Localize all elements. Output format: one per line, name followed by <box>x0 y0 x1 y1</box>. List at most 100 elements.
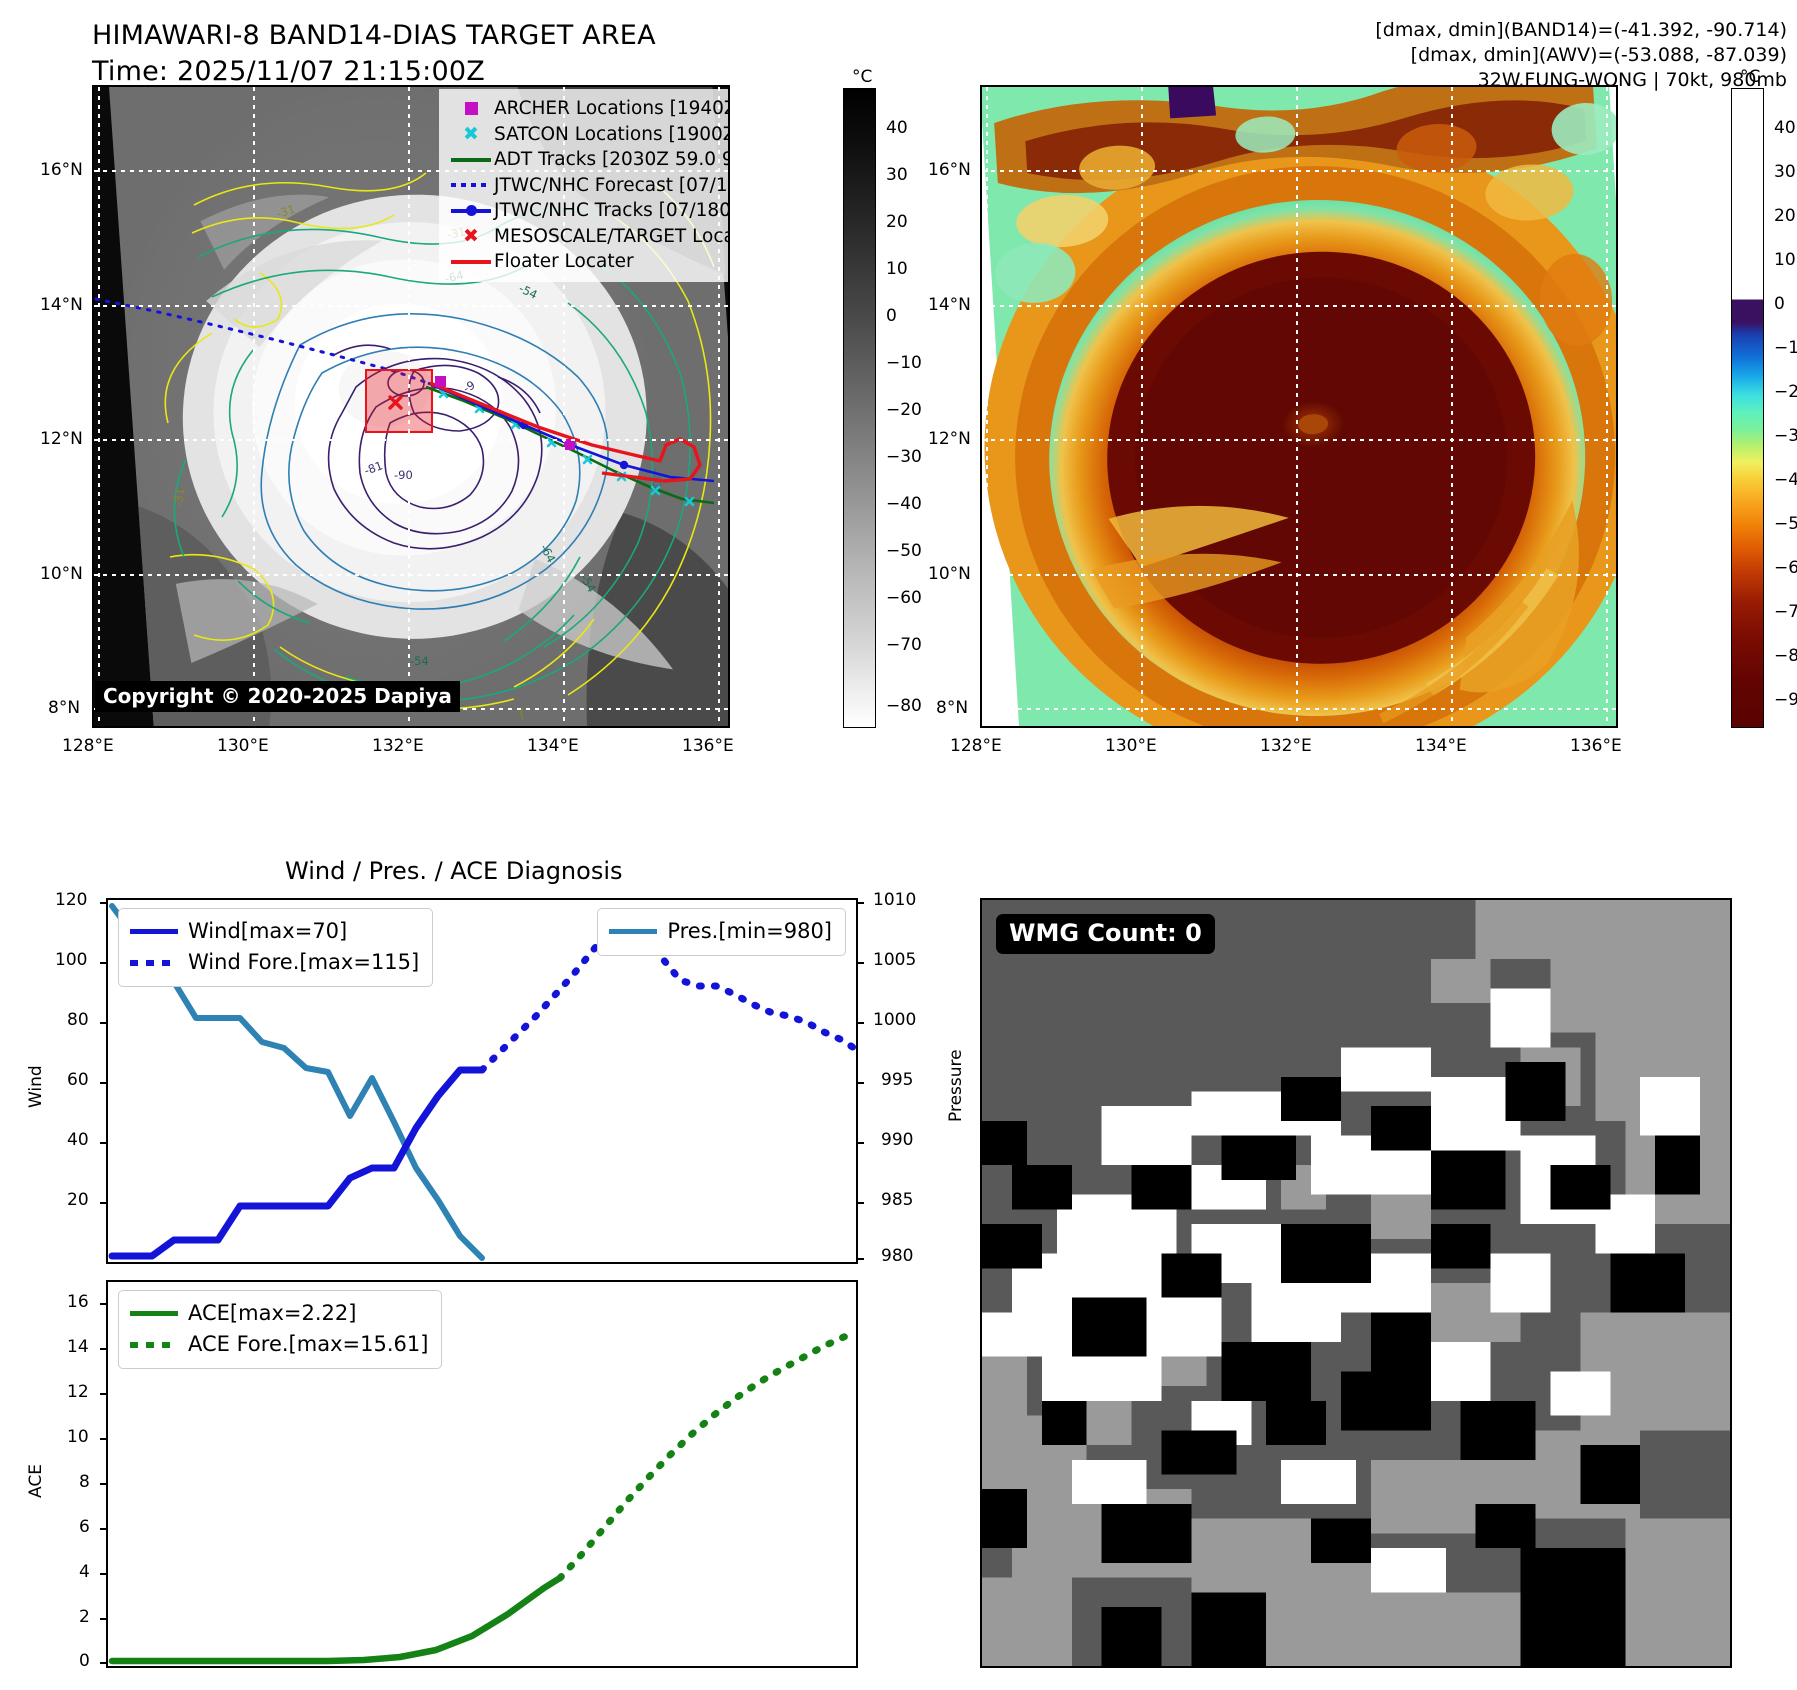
legend-label-wind: Wind[max=70] <box>188 919 348 943</box>
legend-item-ace: ACE[max=2.22] <box>130 1298 428 1329</box>
wind-forecast-series-line <box>478 913 856 1074</box>
ir-gridline-16N <box>94 170 728 172</box>
enhanced-ir-colorbar <box>1731 88 1764 728</box>
pres-ytick-995: 995 <box>881 1070 914 1090</box>
ir-gridline-130E <box>253 87 255 726</box>
cm-cbar-tick--40: −40 <box>1774 470 1797 490</box>
cm-lat-tick-10N: 10°N <box>928 564 971 584</box>
ace-tick-2 <box>100 1618 108 1620</box>
wind-pressure-chart[interactable]: Wind[max=70] Wind Fore.[max=115] Pres.[m… <box>100 898 864 1264</box>
legend-label-jtwc-tracks: JTWC/NHC Tracks [07/1800Z] <box>494 200 730 221</box>
header-stats: [dmax, dmin](BAND14)=(-41.392, -90.714) … <box>1107 18 1787 93</box>
ace-tick-16 <box>100 1303 108 1305</box>
ace-axis-label: ACE <box>26 1464 46 1498</box>
svg-text:-31: -31 <box>171 487 187 507</box>
pres-tick-1000 <box>856 1022 864 1024</box>
wmg-grid-graphic <box>982 900 1730 1666</box>
enhanced-ir-graphic <box>982 87 1616 726</box>
ir-lat-tick-12N: 12°N <box>40 429 83 449</box>
legend-item-satcon: ✖ SATCON Locations [1900Z 70 969] <box>448 122 728 148</box>
cm-lat-tick-14N: 14°N <box>928 295 971 315</box>
ace-ytick-14: 14 <box>67 1337 89 1357</box>
ace-tick-0 <box>100 1662 108 1664</box>
wind-axis-label: Wind <box>26 1065 46 1108</box>
cm-gridline-130E <box>1141 87 1143 726</box>
cyan-x-marker-icon: ✖ <box>463 122 479 145</box>
svg-text:-31: -31 <box>275 202 297 221</box>
ace-chart[interactable]: ACE[max=2.22] ACE Fore.[max=15.61] <box>100 1280 858 1668</box>
legend-item-wind-forecast: Wind Fore.[max=115] <box>130 947 419 978</box>
legend-item-jtwc-forecast: JTWC/NHC Forecast [07/1800Z] <box>448 173 728 199</box>
wind-tick-60 <box>100 1082 108 1084</box>
ace-tick-12 <box>100 1393 108 1395</box>
ir-lon-tick-136E: 136°E <box>682 736 734 756</box>
ir-lon-tick-130E: 130°E <box>217 736 269 756</box>
ir-lat-tick-16N: 16°N <box>40 160 83 180</box>
wind-tick-40 <box>100 1142 108 1144</box>
ir-lon-tick-128E: 128°E <box>62 736 114 756</box>
legend-label-ace: ACE[max=2.22] <box>188 1301 357 1325</box>
ir-gridline-132E <box>408 87 410 726</box>
page-title: HIMAWARI-8 BAND14-DIAS TARGET AREA Time:… <box>92 18 792 90</box>
ir-cbar-tick--10: −10 <box>886 353 922 373</box>
cm-lon-tick-128E: 128°E <box>950 736 1002 756</box>
wind-ytick-80: 80 <box>67 1010 89 1030</box>
ace-ytick-2: 2 <box>79 1607 90 1627</box>
cm-cbar-tick--50: −50 <box>1774 514 1797 534</box>
ir-lat-tick-8N: 8°N <box>48 698 81 718</box>
legend-label-archer: ARCHER Locations [1940Z] <box>494 98 730 119</box>
ir-gridline-134E <box>563 87 565 726</box>
legend-label-jtwc-forecast: JTWC/NHC Forecast [07/1800Z] <box>494 174 728 196</box>
pres-ytick-980: 980 <box>881 1246 914 1266</box>
ir-cbar-tick-0: 0 <box>886 306 897 326</box>
cm-cbar-tick-10: 10 <box>1774 250 1796 270</box>
pres-tick-980 <box>856 1258 864 1260</box>
ir-satellite-map[interactable]: -31 -31 -64 -54 -9 -81 -70 -90 -64 -54 -… <box>92 85 730 728</box>
cm-cbar-tick-20: 20 <box>1774 206 1796 226</box>
wind-ytick-120: 120 <box>55 890 88 910</box>
svg-text:-54: -54 <box>410 654 429 668</box>
wind-series-line <box>108 1066 486 1260</box>
cm-gridline-128E <box>986 87 988 726</box>
pres-tick-1005 <box>856 962 864 964</box>
title-line-1: HIMAWARI-8 BAND14-DIAS TARGET AREA <box>92 20 656 51</box>
blue-line-with-dot-icon <box>448 205 494 216</box>
enhanced-ir-map[interactable] <box>980 85 1618 728</box>
ace-tick-4 <box>100 1573 108 1575</box>
cm-gridline-134E <box>1451 87 1453 726</box>
legend-item-floater: Floater Locater <box>448 249 728 275</box>
cm-gridline-132E <box>1296 87 1298 726</box>
legend-label-wind-forecast: Wind Fore.[max=115] <box>188 950 420 974</box>
wind-ytick-100: 100 <box>55 950 88 970</box>
ir-cbar-tick-40: 40 <box>886 118 908 138</box>
ace-tick-10 <box>100 1438 108 1440</box>
ir-cbar-tick-20: 20 <box>886 212 908 232</box>
pres-tick-995 <box>856 1082 864 1084</box>
ir-cbar-tick--40: −40 <box>886 494 922 514</box>
ir-colorbar-unit: °C <box>852 67 873 87</box>
wind-ytick-60: 60 <box>67 1070 89 1090</box>
cm-cbar-tick--60: −60 <box>1774 558 1797 578</box>
wind-ytick-40: 40 <box>67 1130 89 1150</box>
legend-label-adt: ADT Tracks [2030Z 59.0 987.9] <box>494 149 728 170</box>
ace-ytick-10: 10 <box>67 1427 89 1447</box>
ir-gridline-10N <box>94 574 728 576</box>
legend-label-mesoscale: MESOSCALE/TARGET Location <box>494 225 728 247</box>
ir-lon-tick-132E: 132°E <box>372 736 424 756</box>
cm-lon-tick-132E: 132°E <box>1260 736 1312 756</box>
ir-cbar-tick--60: −60 <box>886 588 922 608</box>
wmg-grid-panel[interactable]: WMG Count: 0 <box>980 898 1732 1668</box>
pressure-solid-line-icon <box>609 928 667 935</box>
pres-ytick-1010: 1010 <box>873 890 917 910</box>
ace-solid-line-icon <box>130 1310 188 1317</box>
red-x-marker-icon: ✖ <box>463 224 479 247</box>
wmg-count-badge: WMG Count: 0 <box>996 914 1215 954</box>
legend-item-ace-forecast: ACE Fore.[max=15.61] <box>130 1329 428 1360</box>
ir-cbar-tick--20: −20 <box>886 400 922 420</box>
ace-forecast-series-line <box>556 1332 850 1582</box>
cm-lon-tick-134E: 134°E <box>1415 736 1467 756</box>
legend-label-floater: Floater Locater <box>494 251 634 272</box>
ir-lat-tick-10N: 10°N <box>40 564 83 584</box>
cm-cbar-tick-30: 30 <box>1774 162 1796 182</box>
cm-cbar-tick--80: −80 <box>1774 646 1797 666</box>
